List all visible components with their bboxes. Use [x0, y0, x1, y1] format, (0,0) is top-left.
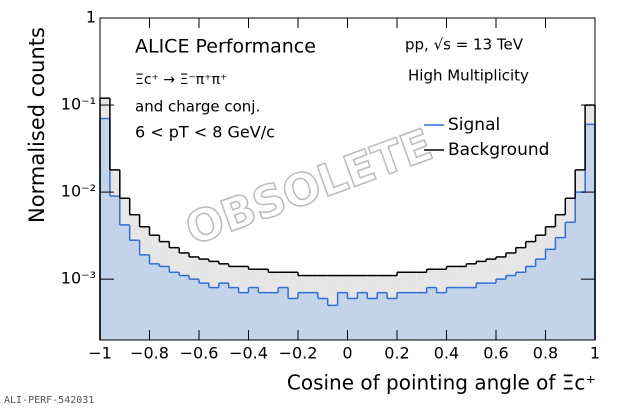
hist-bar [218, 283, 229, 340]
hist-bar [159, 266, 170, 340]
hist-bar [258, 292, 269, 340]
hist-bar [387, 298, 397, 340]
hist-bar [426, 287, 437, 340]
hist-bar [248, 287, 259, 340]
annotation: High Multiplicity [408, 67, 529, 85]
hist-bar [565, 222, 576, 340]
annotation: Ξc⁺ → Ξ⁻π⁺π⁺ [135, 72, 227, 88]
x-tick-label: 0.4 [434, 344, 459, 363]
legend-label: Background [448, 140, 549, 160]
x-tick-label: 0.2 [384, 344, 409, 363]
y-tick-label: 10⁻² [61, 182, 96, 201]
x-tick-label: 1 [590, 344, 600, 363]
hist-bar [496, 279, 506, 340]
hist-bar [199, 283, 209, 340]
x-tick-label: −1 [88, 344, 112, 363]
annotation: ALICE Performance [135, 36, 316, 58]
legend-label: Signal [448, 115, 500, 135]
hist-bar [109, 196, 120, 340]
hist-bar [100, 118, 110, 340]
hist-bar [397, 292, 407, 340]
x-tick-label: −0.2 [279, 344, 318, 363]
hist-bar [585, 124, 595, 341]
hist-bar [486, 283, 496, 340]
hist-bar [307, 292, 318, 340]
hist-bar [268, 292, 279, 340]
hist-bar [367, 298, 378, 340]
x-tick-label: 0.8 [533, 344, 558, 363]
hist-bar [327, 305, 338, 340]
hist-bar [555, 237, 566, 340]
hist-bar [298, 292, 308, 340]
hist-bar [179, 275, 190, 340]
hist-bar [337, 292, 348, 340]
hist-bar [406, 292, 417, 340]
annotation: pp, √s = 13 TeV [405, 36, 524, 54]
y-axis-label: Normalised counts [25, 27, 49, 223]
hist-bar [228, 287, 239, 340]
hist-bar [119, 224, 130, 340]
hist-bar [189, 279, 199, 340]
x-tick-label: 0 [342, 344, 352, 363]
x-tick-label: 0.6 [483, 344, 508, 363]
hist-bar [456, 287, 467, 340]
hist-bar [139, 254, 150, 340]
hist-bar [545, 249, 556, 340]
hist-bar [525, 266, 536, 340]
hist-bar [347, 298, 358, 340]
y-tick-label: 10⁻¹ [61, 95, 96, 114]
hist-bar [278, 287, 289, 340]
annotation: 6 < pT < 8 GeV/c [135, 123, 275, 142]
x-axis-label: Cosine of pointing angle of Ξc⁺ [287, 371, 596, 395]
hist-bar [446, 287, 457, 340]
x-tick-label: −0.4 [229, 344, 268, 363]
hist-bar [288, 298, 298, 340]
hist-bar [317, 298, 328, 340]
hist-bar [208, 287, 219, 340]
hist-bar [476, 283, 487, 340]
x-tick-label: −0.6 [180, 344, 219, 363]
hist-bar [416, 292, 427, 340]
y-tick-label: 10⁻³ [61, 269, 96, 288]
hist-bar [238, 292, 249, 340]
hist-bar [575, 192, 586, 340]
hist-bar [357, 292, 368, 340]
x-tick-label: −0.8 [130, 344, 169, 363]
hist-bar [377, 292, 388, 340]
hist-bar [169, 272, 180, 340]
hist-bar [149, 263, 160, 340]
hist-bar [436, 292, 447, 340]
footer: ALI-PERF-542031 [4, 395, 94, 406]
hist-bar [129, 240, 140, 340]
hist-bar [466, 287, 477, 340]
annotation: and charge conj. [135, 98, 260, 116]
y-tick-label: 1 [86, 8, 96, 27]
hist-bar [505, 275, 516, 340]
hist-bar [515, 272, 526, 340]
hist-bar [535, 259, 546, 340]
